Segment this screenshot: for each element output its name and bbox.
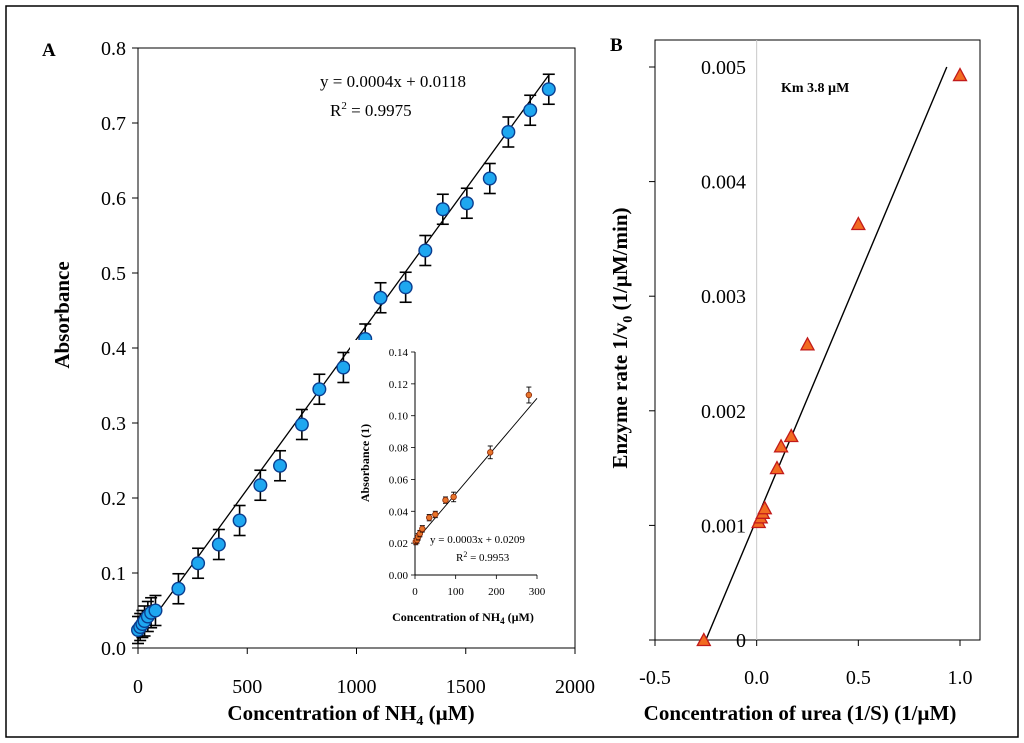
y-tick-label: 0.001 bbox=[701, 515, 746, 537]
inset-y-tick-label: 0.12 bbox=[389, 379, 408, 391]
data-point bbox=[757, 500, 773, 515]
data-point bbox=[952, 67, 968, 82]
data-point bbox=[418, 243, 433, 258]
inset-x-tick-label: 0 bbox=[412, 586, 418, 598]
y-tick-label: 0.005 bbox=[701, 57, 746, 79]
data-point bbox=[482, 171, 497, 186]
data-point bbox=[459, 196, 474, 211]
panel-a-points bbox=[130, 73, 556, 645]
inset-y-tick-label: 0.02 bbox=[389, 538, 408, 550]
panel-a-y-ticks: 0.0 0.1 0.2 0.3 0.4 0.5 0.6 0.7 0.8 bbox=[101, 38, 138, 660]
data-point bbox=[769, 460, 785, 475]
panel-b: B 0 0.001 0.002 0.003 0.004 0.005 -0.5 0.0 0.5 1… bbox=[608, 35, 981, 725]
x-tick-label: 1.0 bbox=[948, 667, 973, 689]
data-point bbox=[696, 632, 712, 647]
panel-b-x-ticks: -0.5 0.0 0.5 1.0 bbox=[639, 640, 973, 689]
panel-a-r2: R2 = 0.9975 bbox=[330, 100, 412, 120]
inset-x-tick-label: 300 bbox=[529, 586, 546, 598]
panel-a-letter: A bbox=[42, 40, 56, 61]
inset-data-point bbox=[426, 514, 433, 521]
x-tick-label: 1500 bbox=[446, 676, 486, 698]
y-tick-label: 0.5 bbox=[101, 263, 126, 285]
data-point bbox=[398, 280, 413, 295]
inset-background bbox=[350, 340, 562, 632]
inset-x-tick-label: 100 bbox=[447, 586, 464, 598]
data-point bbox=[171, 581, 186, 596]
data-point bbox=[232, 513, 247, 528]
inset-y-label: Absorbance (1) bbox=[358, 424, 372, 502]
data-point bbox=[773, 438, 789, 453]
inset-r2: R2 = 0.9953 bbox=[456, 550, 510, 564]
panel-b-plot-area bbox=[654, 39, 981, 641]
inset-y-tick-label: 0.06 bbox=[389, 474, 409, 486]
y-tick-label: 0.002 bbox=[701, 401, 746, 423]
inset-equation: y = 0.0003x + 0.0209 bbox=[430, 534, 525, 546]
y-tick-label: 0.7 bbox=[101, 113, 126, 135]
y-tick-label: 0.3 bbox=[101, 413, 126, 435]
panel-b-points bbox=[696, 67, 968, 647]
inset-data-point bbox=[442, 496, 449, 504]
y-tick-label: 0.003 bbox=[701, 286, 746, 308]
data-point bbox=[523, 103, 538, 118]
inset-y-tick-label: 0.04 bbox=[389, 506, 409, 518]
data-point bbox=[253, 478, 268, 493]
inset-data-point bbox=[525, 391, 533, 399]
data-point bbox=[273, 458, 288, 473]
x-tick-label: 0.0 bbox=[744, 667, 769, 689]
data-point bbox=[191, 556, 206, 571]
data-point bbox=[294, 417, 309, 432]
x-tick-label: 2000 bbox=[555, 676, 595, 698]
x-tick-label: 500 bbox=[232, 676, 262, 698]
inset-data-point bbox=[419, 525, 426, 533]
inset-y-tick-label: 0.08 bbox=[389, 443, 409, 455]
panel-b-letter: B bbox=[610, 35, 623, 56]
y-tick-label: 0.8 bbox=[101, 38, 126, 60]
data-point bbox=[373, 290, 388, 305]
data-point bbox=[850, 216, 866, 231]
y-tick-label: 0.4 bbox=[101, 338, 126, 360]
data-point bbox=[312, 382, 327, 397]
inset-points bbox=[412, 386, 533, 546]
inset-y-tick-label: 0.14 bbox=[389, 347, 409, 359]
inset-data-point bbox=[487, 449, 494, 456]
panel-a-y-label: Absorbance bbox=[50, 261, 74, 368]
inset-x-tick-label: 200 bbox=[488, 586, 505, 598]
inset-data-point bbox=[432, 511, 439, 518]
inset-y-ticks: 0.00 0.02 0.04 0.06 0.08 0.10 0.12 0.14 bbox=[389, 347, 415, 582]
data-point bbox=[211, 537, 226, 552]
data-point bbox=[501, 124, 516, 139]
x-tick-label: 0 bbox=[133, 676, 143, 698]
x-tick-label: -0.5 bbox=[639, 667, 671, 689]
y-tick-label: 0.2 bbox=[101, 488, 126, 510]
panel-b-y-label: Enzyme rate 1/v0 (1/µM/min) bbox=[608, 207, 636, 468]
inset-data-point bbox=[450, 493, 457, 501]
y-tick-label: 0.1 bbox=[101, 563, 126, 585]
panel-b-y-ticks: 0 0.001 0.002 0.003 0.004 0.005 bbox=[649, 57, 746, 652]
data-point bbox=[336, 360, 351, 375]
x-tick-label: 1000 bbox=[337, 676, 377, 698]
panel-a-x-ticks: 0 500 1000 1500 2000 bbox=[133, 648, 595, 698]
panel-a-inset: 0.00 0.02 0.04 0.06 0.08 0.10 0.12 0.14 0 100 200… bbox=[350, 340, 562, 632]
data-point bbox=[799, 336, 816, 351]
data-point bbox=[783, 428, 799, 443]
data-point bbox=[148, 603, 163, 618]
panel-a-equation: y = 0.0004x + 0.0118 bbox=[320, 72, 466, 91]
inset-y-tick-label: 0.00 bbox=[389, 570, 409, 582]
y-tick-label: 0.0 bbox=[101, 638, 126, 660]
x-tick-label: 0.5 bbox=[846, 667, 871, 689]
y-tick-label: 0.004 bbox=[701, 172, 746, 194]
inset-x-ticks: 0 100 200 300 bbox=[412, 575, 546, 598]
y-tick-label: 0.6 bbox=[101, 188, 126, 210]
panel-b-annotation: Km 3.8 µM bbox=[781, 81, 849, 96]
inset-y-tick-label: 0.10 bbox=[389, 411, 409, 423]
data-point bbox=[435, 202, 450, 217]
panel-b-x-label: Concentration of urea (1/S) (1/µM) bbox=[644, 701, 957, 725]
inset-x-label: Concentration of NH4 (µM) bbox=[392, 610, 534, 626]
panel-a: A 0.00.10.20.30.40.50.60.70.8 0 500 1000 15… bbox=[42, 38, 595, 729]
panel-b-fit-line bbox=[705, 66, 948, 641]
panel-a-x-label: Concentration of NH4 (µM) bbox=[227, 701, 474, 729]
data-point bbox=[541, 82, 556, 97]
y-tick-label: 0 bbox=[736, 630, 746, 652]
